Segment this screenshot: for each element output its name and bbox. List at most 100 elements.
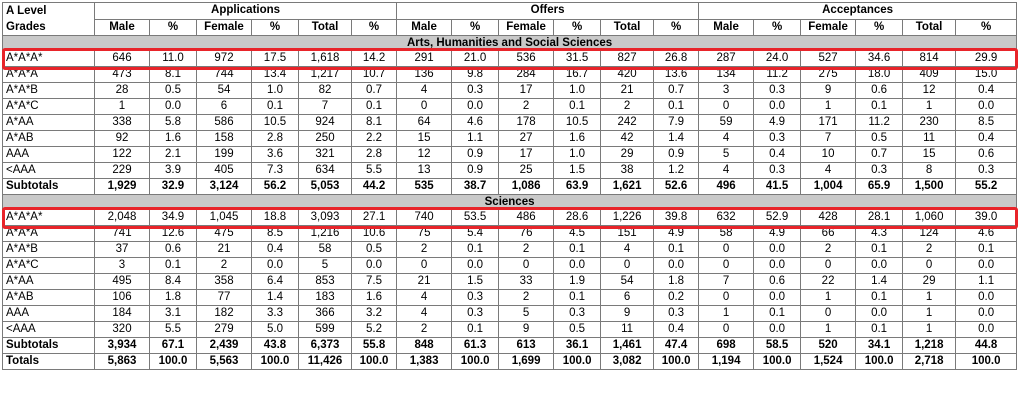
value-cell: 32.9 bbox=[149, 178, 197, 195]
value-cell: 1 bbox=[94, 98, 150, 115]
value-cell: 55.8 bbox=[350, 337, 398, 354]
value-cell: 1,929 bbox=[94, 178, 150, 195]
value-cell: 21 bbox=[600, 82, 655, 99]
value-cell: 6.4 bbox=[251, 273, 299, 290]
value-cell: 0.5 bbox=[553, 321, 602, 338]
value-cell: 182 bbox=[196, 305, 252, 322]
table-row: A*A*A 473 8.1 744 13.4 1,217 10.7 136 9.8 284 16.7… bbox=[2, 66, 1018, 83]
value-cell: 0.2 bbox=[653, 289, 700, 306]
value-cell: 12.6 bbox=[149, 225, 197, 242]
value-cell: 0.0 bbox=[350, 257, 398, 274]
value-cell: 0.1 bbox=[855, 289, 904, 306]
value-cell: 0.0 bbox=[753, 289, 802, 306]
value-cell: 34.6 bbox=[855, 50, 904, 67]
value-cell: 58.5 bbox=[753, 337, 802, 354]
value-cell: 22 bbox=[800, 273, 857, 290]
value-cell: 39.8 bbox=[653, 209, 700, 226]
value-cell: 6 bbox=[600, 289, 655, 306]
value-cell: 0.0 bbox=[451, 257, 500, 274]
value-cell: 1,524 bbox=[800, 353, 857, 370]
value-cell: 0.0 bbox=[653, 257, 700, 274]
value-cell: 1.1 bbox=[955, 273, 1018, 290]
value-cell: 2 bbox=[396, 321, 453, 338]
value-cell: 1,060 bbox=[902, 209, 957, 226]
value-cell: 250 bbox=[298, 130, 352, 147]
value-cell: 1 bbox=[902, 98, 957, 115]
value-cell: 56.2 bbox=[251, 178, 299, 195]
value-cell: 3.2 bbox=[350, 305, 398, 322]
value-cell: 63.9 bbox=[553, 178, 602, 195]
value-cell: 7 bbox=[698, 273, 755, 290]
value-cell: 0 bbox=[698, 98, 755, 115]
column-header: Total bbox=[600, 18, 655, 36]
table-row: A*A*C 1 0.0 6 0.1 7 0.1 0 0.0 2 0.1 2 0.1 0 0.0 1 0.1 1 0.… bbox=[2, 98, 1018, 115]
value-cell: 4 bbox=[396, 305, 453, 322]
table-row: A*A*A* 646 11.0 972 17.5 1,618 14.2 291 21.0 536 3… bbox=[2, 50, 1018, 67]
value-cell: 11.2 bbox=[753, 66, 802, 83]
value-cell: 61.3 bbox=[451, 337, 500, 354]
column-header: Female bbox=[498, 18, 555, 36]
value-cell: 34.1 bbox=[855, 337, 904, 354]
value-cell: 28.6 bbox=[553, 209, 602, 226]
applications-header: Applications bbox=[93, 2, 398, 20]
value-cell: 16.7 bbox=[553, 66, 602, 83]
value-cell: 11 bbox=[902, 130, 957, 147]
value-cell: 29.9 bbox=[955, 50, 1018, 67]
grade-cell: A*A*B bbox=[2, 82, 95, 99]
value-cell: 535 bbox=[396, 178, 453, 195]
value-cell: 1.6 bbox=[350, 289, 398, 306]
grade-label-line1: A Level bbox=[6, 5, 47, 17]
value-cell: 178 bbox=[498, 114, 555, 131]
offers-header: Offers bbox=[396, 2, 700, 20]
value-cell: 1.6 bbox=[149, 130, 197, 147]
value-cell: 744 bbox=[196, 66, 252, 83]
section-title: Arts, Humanities and Social Sciences bbox=[1, 35, 1018, 51]
value-cell: 0 bbox=[698, 289, 755, 306]
header-column-row: Male% Female% Total% Male% Female% Total% Male… bbox=[3, 18, 1018, 36]
value-cell: 2.2 bbox=[350, 130, 398, 147]
value-cell: 0.7 bbox=[653, 82, 700, 99]
value-cell: 54 bbox=[600, 273, 655, 290]
value-cell: 15.0 bbox=[955, 66, 1018, 83]
value-cell: 0.7 bbox=[855, 146, 904, 163]
value-cell: 7 bbox=[298, 98, 352, 115]
value-cell: 4 bbox=[396, 289, 453, 306]
value-cell: 4 bbox=[396, 82, 453, 99]
value-cell: 1.1 bbox=[451, 130, 500, 147]
value-cell: 1.4 bbox=[653, 130, 700, 147]
value-cell: 1 bbox=[698, 305, 755, 322]
value-cell: 58 bbox=[698, 225, 755, 242]
value-cell: 0.1 bbox=[149, 257, 197, 274]
value-cell: 848 bbox=[396, 337, 453, 354]
value-cell: 0.1 bbox=[451, 241, 500, 258]
value-cell: 0.3 bbox=[653, 305, 700, 322]
value-cell: 5 bbox=[698, 146, 755, 163]
value-cell: 0 bbox=[902, 257, 957, 274]
column-header: % bbox=[251, 18, 299, 36]
value-cell: 183 bbox=[298, 289, 352, 306]
value-cell: 199 bbox=[196, 146, 252, 163]
value-cell: 1.4 bbox=[251, 289, 299, 306]
value-cell: 3,082 bbox=[600, 353, 655, 370]
value-cell: 44.2 bbox=[350, 178, 398, 195]
value-cell: 1,461 bbox=[600, 337, 655, 354]
value-cell: 0.1 bbox=[251, 98, 299, 115]
value-cell: 28.1 bbox=[855, 209, 904, 226]
value-cell: 12 bbox=[902, 82, 957, 99]
value-cell: 0.0 bbox=[955, 257, 1018, 274]
value-cell: 59 bbox=[698, 114, 755, 131]
value-cell: 229 bbox=[94, 162, 150, 179]
value-cell: 2 bbox=[498, 98, 555, 115]
value-cell: 100.0 bbox=[553, 353, 602, 370]
value-cell: 64 bbox=[396, 114, 453, 131]
grade-cell: AAA bbox=[2, 146, 95, 163]
value-cell: 0.1 bbox=[855, 241, 904, 258]
value-cell: 1,004 bbox=[800, 178, 857, 195]
value-cell: 0.0 bbox=[855, 257, 904, 274]
value-cell: 0.3 bbox=[753, 162, 802, 179]
value-cell: 8.1 bbox=[149, 66, 197, 83]
value-cell: 7 bbox=[800, 130, 857, 147]
value-cell: 1,194 bbox=[698, 353, 755, 370]
value-cell: 4.5 bbox=[553, 225, 602, 242]
column-header: % bbox=[753, 18, 802, 36]
